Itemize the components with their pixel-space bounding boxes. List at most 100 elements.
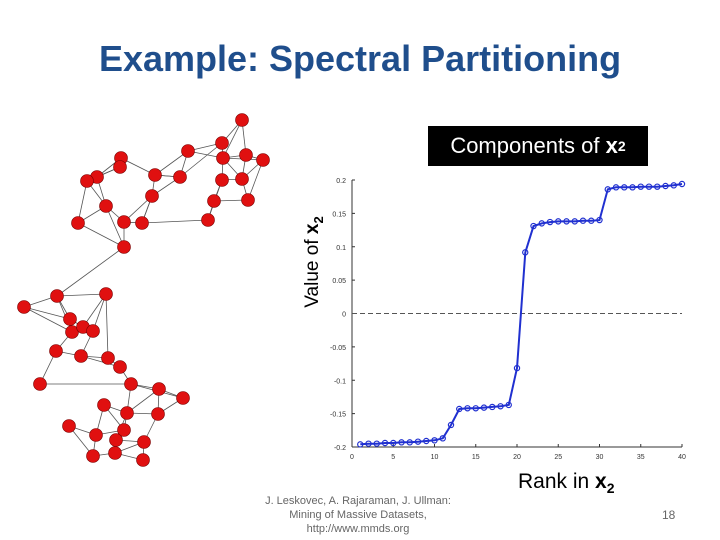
graph-node xyxy=(117,423,131,437)
data-point xyxy=(654,183,661,190)
graph-edge xyxy=(23,306,71,320)
graph-node xyxy=(71,216,85,230)
graph-node xyxy=(148,168,162,182)
graph-node xyxy=(117,215,131,229)
data-point xyxy=(513,364,521,372)
data-point xyxy=(406,439,413,446)
x-tick-label: 30 xyxy=(596,454,604,461)
graph-node xyxy=(97,398,111,412)
graph-node xyxy=(235,172,249,186)
data-point xyxy=(423,437,430,445)
data-point xyxy=(472,405,479,412)
data-point xyxy=(596,216,603,224)
data-point xyxy=(447,421,455,429)
graph-node xyxy=(113,160,127,174)
x-axis-label: Rank in x2 xyxy=(518,470,615,496)
citation-line: J. Leskovec, A. Rajaraman, J. Ullman: xyxy=(265,495,451,507)
x-tick-label: 35 xyxy=(637,454,645,461)
data-point xyxy=(390,439,397,447)
data-point xyxy=(414,438,422,445)
y-tick-label: 0.05 xyxy=(332,278,346,285)
graph-node xyxy=(215,136,229,150)
data-point xyxy=(431,437,438,444)
series-line xyxy=(360,183,683,446)
data-point xyxy=(464,405,471,412)
graph-node xyxy=(176,391,190,405)
data-point xyxy=(637,183,644,190)
x-tick-label: 20 xyxy=(513,454,521,461)
y-axis-label-sub: 2 xyxy=(310,216,326,224)
graph-edge xyxy=(247,159,264,201)
graph-node xyxy=(101,351,115,365)
x-axis-label-text: Rank in xyxy=(518,470,596,493)
data-point xyxy=(439,435,446,442)
data-point xyxy=(579,217,587,224)
data-point xyxy=(645,183,653,190)
graph-node xyxy=(86,324,100,338)
graph-node xyxy=(63,312,77,326)
graph-node xyxy=(239,148,253,162)
citation-line: http://www.mmds.org xyxy=(306,523,410,535)
graph-node xyxy=(99,287,113,301)
x-tick-label: 40 xyxy=(678,454,686,461)
graph-node xyxy=(124,377,138,391)
graph-node xyxy=(136,453,150,467)
data-point xyxy=(621,184,628,191)
graph-node xyxy=(17,300,31,314)
x-axis-label-var: x xyxy=(595,470,607,493)
y-tick-label: 0.1 xyxy=(336,245,346,252)
graph-node xyxy=(86,449,100,463)
graph-node xyxy=(49,344,63,358)
x-tick-label: 5 xyxy=(391,454,395,461)
data-point xyxy=(604,186,611,193)
data-point xyxy=(480,404,488,411)
x-tick-label: 10 xyxy=(431,454,439,461)
components-label: Components of xyxy=(450,133,600,158)
graph-edge xyxy=(105,205,125,248)
graph-node xyxy=(113,360,127,374)
y-axis-label-var: x xyxy=(302,223,324,235)
graph-node xyxy=(135,216,149,230)
graph-node xyxy=(151,407,165,421)
graph-node xyxy=(99,199,113,213)
graph-edge xyxy=(77,222,125,248)
page-number: 18 xyxy=(662,508,676,522)
data-point xyxy=(530,222,537,230)
slide-title: Example: Spectral Partitioning xyxy=(98,38,622,79)
graph-node xyxy=(80,174,94,188)
data-point xyxy=(662,182,669,190)
graph-node xyxy=(120,406,134,420)
data-point xyxy=(670,182,677,189)
graph-edge xyxy=(141,219,209,224)
x-tick-label: 15 xyxy=(472,454,480,461)
graph-edge xyxy=(56,246,125,297)
graph-edge xyxy=(56,293,107,297)
graph-node xyxy=(173,170,187,184)
graph-edge xyxy=(105,293,109,359)
data-point xyxy=(497,403,504,410)
data-point xyxy=(571,218,578,225)
graph-node xyxy=(207,194,221,208)
data-point xyxy=(563,218,570,225)
data-point xyxy=(357,441,364,448)
y-tick-label: 0.2 xyxy=(336,178,346,185)
graph-node xyxy=(89,428,103,442)
y-tick-label: -0.15 xyxy=(330,412,346,419)
graph-node xyxy=(145,189,159,203)
data-point xyxy=(678,180,686,188)
graph-node xyxy=(235,113,249,127)
network-graph xyxy=(17,113,270,467)
y-axis-label: Value of x2 xyxy=(302,216,326,307)
y-tick-label: -0.05 xyxy=(330,345,346,352)
graph-node xyxy=(181,144,195,158)
citation-line: Mining of Massive Datasets, xyxy=(289,509,427,521)
data-point xyxy=(588,217,595,224)
data-point xyxy=(538,220,545,227)
graph-node xyxy=(74,349,88,363)
y-tick-label: -0.1 xyxy=(334,378,346,385)
graph-edge xyxy=(23,306,73,333)
x-tick-label: 0 xyxy=(350,454,354,461)
graph-edge xyxy=(154,150,189,176)
graph-node xyxy=(50,289,64,303)
